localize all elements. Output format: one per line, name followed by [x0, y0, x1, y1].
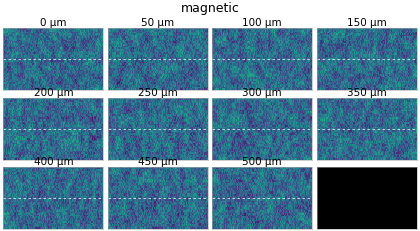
Title: 300 μm: 300 μm — [242, 87, 282, 97]
Title: 50 μm: 50 μm — [141, 18, 174, 28]
Title: 250 μm: 250 μm — [138, 87, 178, 97]
Title: 450 μm: 450 μm — [138, 157, 178, 167]
Title: 150 μm: 150 μm — [347, 18, 386, 28]
Title: 400 μm: 400 μm — [34, 157, 73, 167]
Title: 500 μm: 500 μm — [242, 157, 282, 167]
Title: 0 μm: 0 μm — [40, 18, 67, 28]
Text: magnetic: magnetic — [181, 2, 239, 15]
Title: 100 μm: 100 μm — [242, 18, 282, 28]
Title: 350 μm: 350 μm — [347, 87, 386, 97]
Title: 200 μm: 200 μm — [34, 87, 73, 97]
